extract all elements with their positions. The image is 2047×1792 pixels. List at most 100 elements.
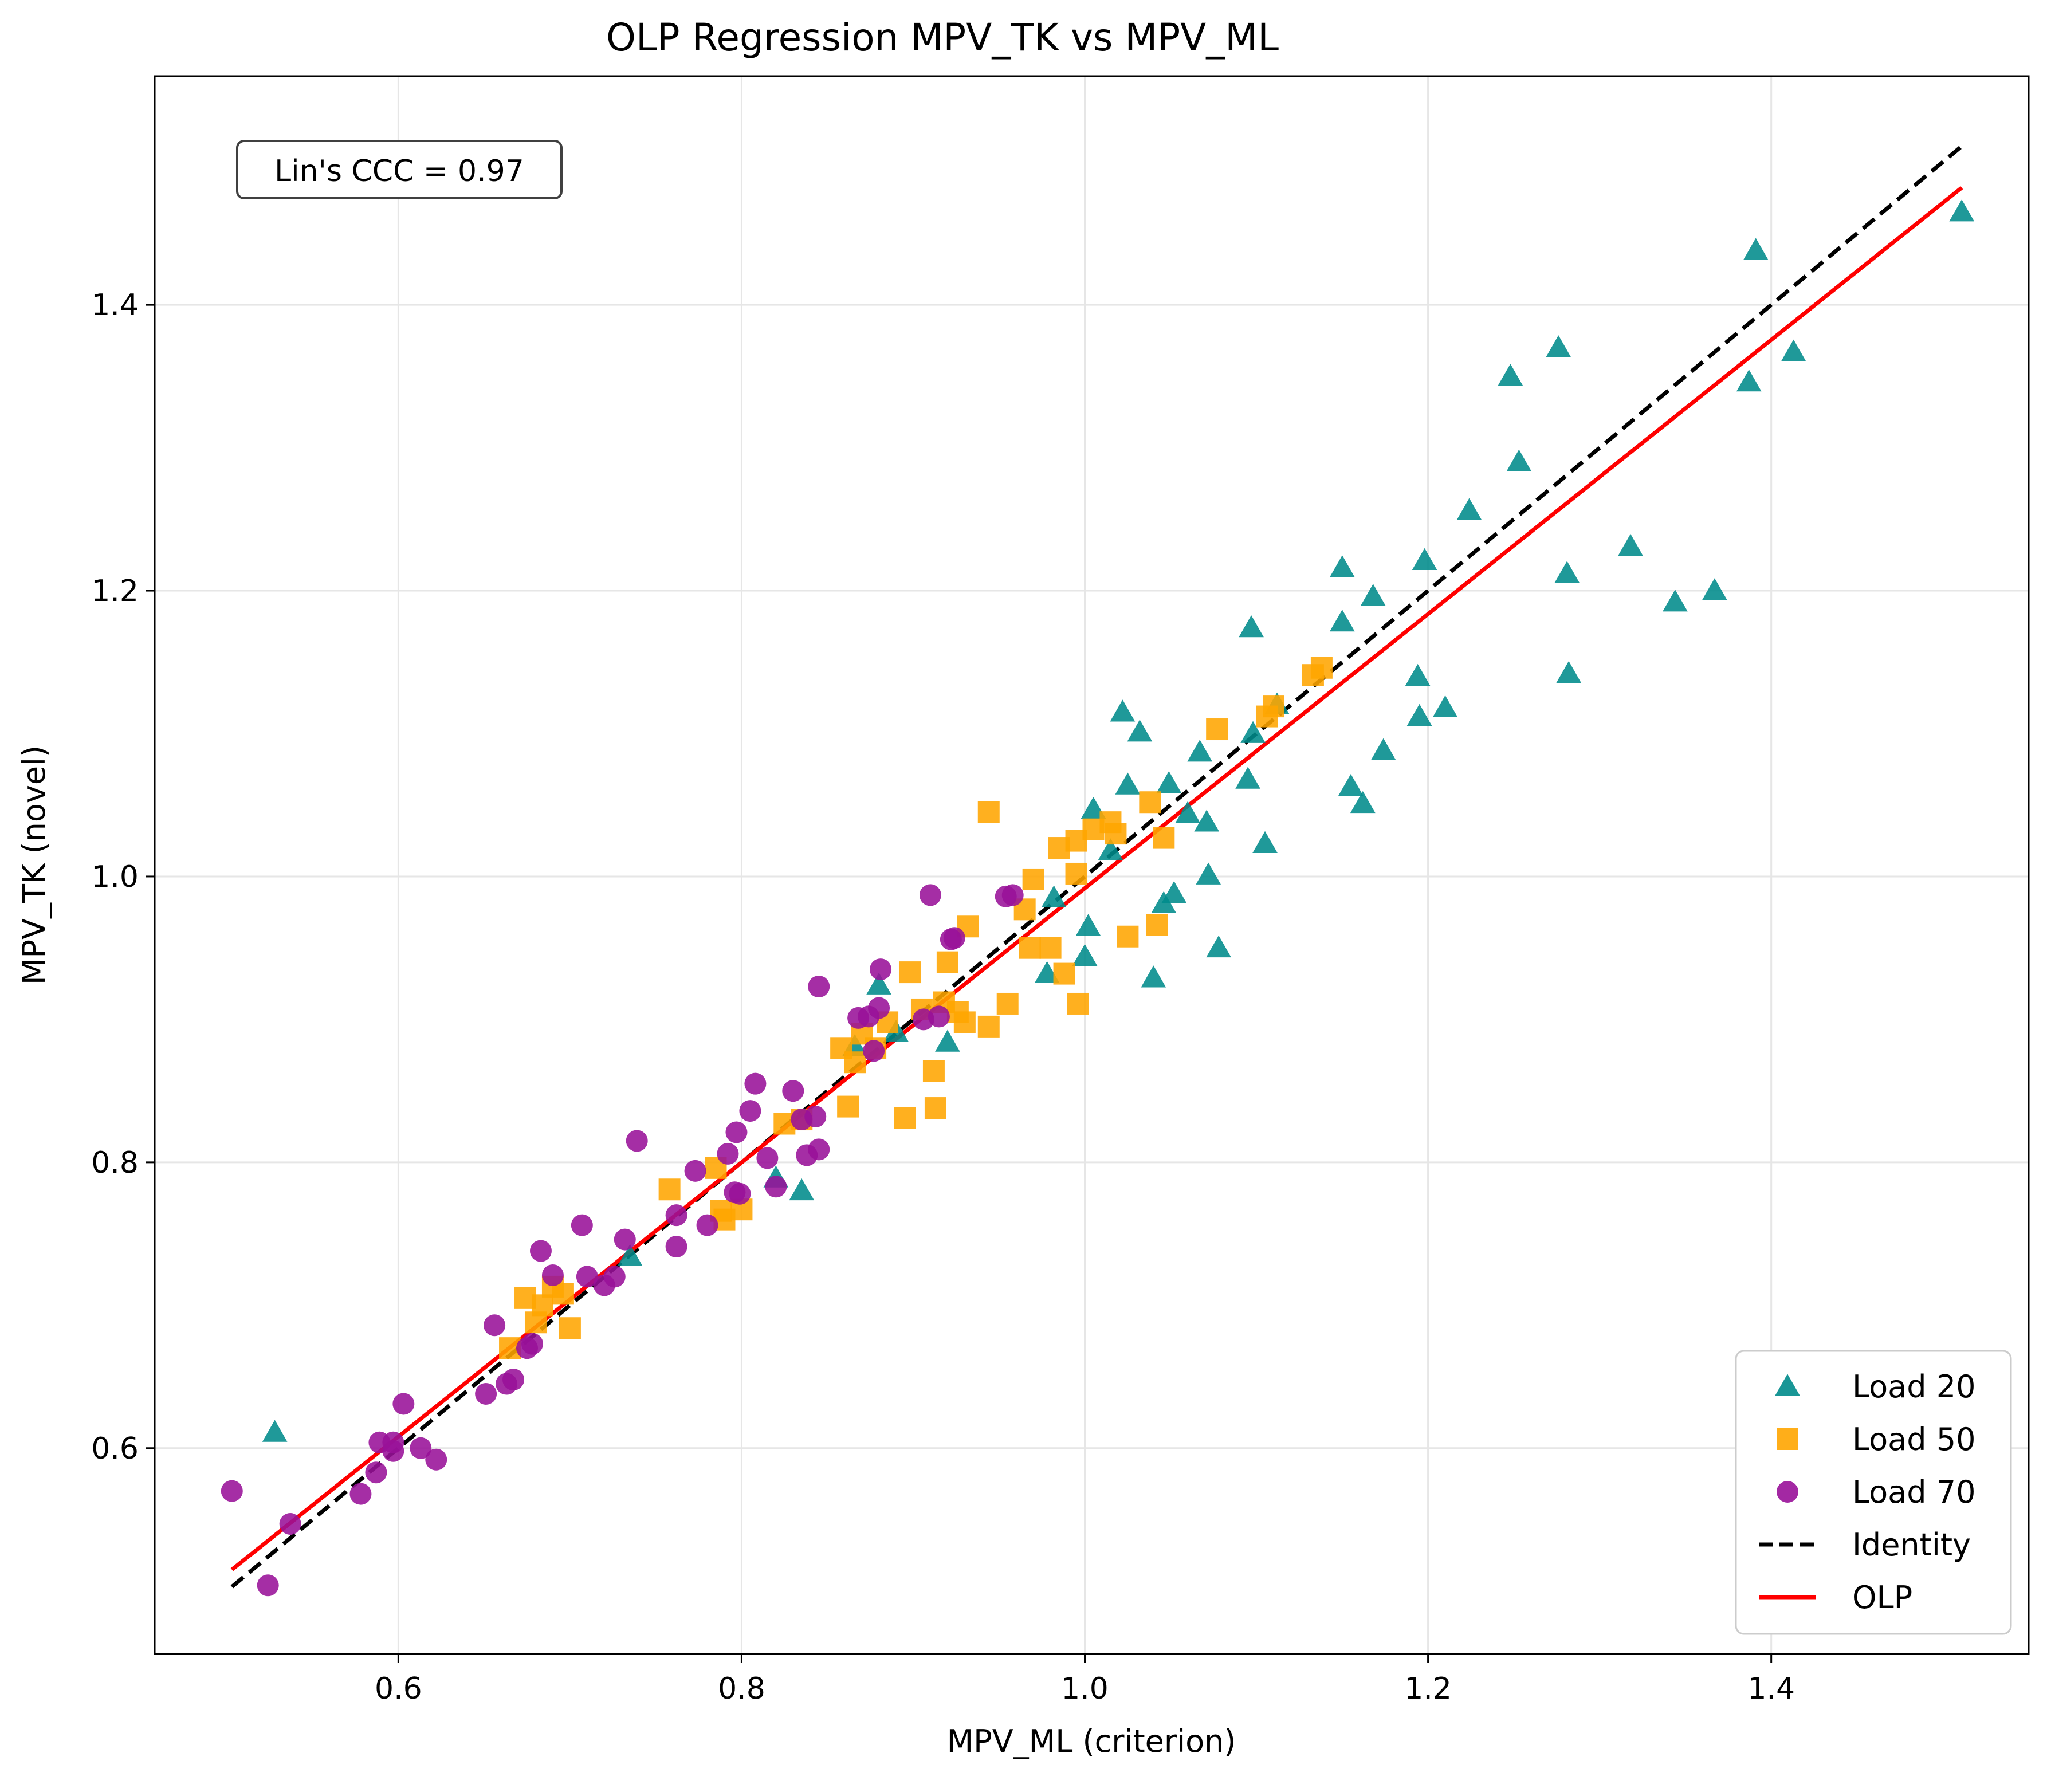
y-tick-label: 1.2 (91, 574, 139, 608)
load-70-point (614, 1228, 636, 1251)
load-20-point (1350, 791, 1376, 814)
load-20-point (1196, 862, 1221, 885)
legend-marker-load-70 (1777, 1481, 1798, 1503)
y-tick-label: 0.6 (91, 1432, 139, 1466)
y-tick-label: 1.0 (91, 860, 139, 894)
load-50-point (924, 1097, 946, 1119)
load-70-point (756, 1147, 779, 1169)
load-70-point (521, 1333, 543, 1355)
load-50-point (936, 951, 958, 973)
load-50-point (1105, 823, 1127, 845)
load-20-point (1406, 704, 1432, 726)
load-50-point (1065, 862, 1087, 885)
x-tick-label: 1.4 (1747, 1672, 1795, 1706)
load-20-point (1075, 914, 1101, 936)
load-50-point (977, 801, 1000, 823)
load-20-point (1161, 881, 1187, 903)
load-20-point (1546, 335, 1571, 357)
load-50-point (1022, 868, 1044, 890)
load-20-point (1252, 831, 1278, 853)
load-20-point (1456, 498, 1482, 520)
load-20-point (1618, 533, 1643, 556)
load-70-point (529, 1240, 552, 1262)
load-70-point (221, 1480, 243, 1502)
load-70-point (626, 1130, 648, 1152)
load-70-point (808, 1138, 830, 1161)
load-50-point (898, 961, 921, 984)
load-20-point (1329, 610, 1355, 632)
load-70-point (782, 1080, 804, 1102)
load-70-point (541, 1264, 564, 1286)
load-70-point (665, 1204, 687, 1227)
load-70-point (808, 976, 830, 998)
load-50-point (1067, 992, 1089, 1015)
load-70-point (739, 1100, 761, 1122)
load-50-point (922, 1060, 945, 1082)
legend-label-identity: Identity (1852, 1527, 1971, 1563)
load-70-point (257, 1574, 279, 1597)
load-70-point (725, 1121, 748, 1143)
load-50-point (658, 1178, 681, 1201)
x-tick-label: 0.8 (718, 1672, 765, 1706)
load-20-point (1141, 965, 1166, 988)
legend: Load 20 Load 50 Load 70 Identity OLP (1735, 1350, 2012, 1635)
load-50-point (977, 1015, 1000, 1038)
load-50-point (1117, 925, 1139, 948)
load-70-point (475, 1382, 497, 1405)
load-20-point (1034, 961, 1060, 983)
load-20-point (1949, 199, 1975, 222)
load-50-point (837, 1095, 859, 1118)
load-70-point (410, 1437, 432, 1459)
load-20-point (1187, 740, 1213, 762)
load-70-point (696, 1214, 718, 1236)
load-50-point (996, 992, 1019, 1015)
load-70-point (684, 1160, 706, 1182)
load-70-point (804, 1106, 827, 1128)
load-20-point (1405, 663, 1431, 686)
load-20-point (1041, 885, 1067, 907)
load-20-point (1663, 590, 1688, 612)
annotation-box: Lin's CCC = 0.97 (236, 140, 563, 199)
x-tick-label: 1.2 (1404, 1672, 1452, 1706)
load-50-point (1039, 937, 1062, 959)
chart-title: OLP Regression MPV_TK vs MPV_ML (606, 15, 1279, 60)
load-70-point (502, 1369, 525, 1391)
load-70-point (425, 1448, 447, 1471)
load-70-point (1001, 884, 1024, 906)
load-50-point (531, 1294, 553, 1317)
load-20-point (866, 972, 891, 995)
load-70-point (729, 1182, 751, 1205)
load-20-point (1098, 838, 1123, 860)
load-70-point (870, 958, 892, 981)
point-layer (221, 199, 1975, 1597)
annotation-frame (236, 140, 563, 199)
load-20-point (1432, 695, 1458, 717)
load-20-point (1194, 809, 1220, 832)
load-50-point (1206, 718, 1228, 741)
load-70-point (665, 1236, 687, 1258)
load-20-point (1338, 773, 1364, 796)
load-50-point (1310, 657, 1333, 679)
load-70-point (717, 1142, 739, 1165)
load-50-point (844, 1051, 866, 1074)
load-50-point (893, 1107, 916, 1129)
load-20-point (1115, 772, 1141, 795)
load-20-point (1206, 935, 1232, 958)
load-70-point (765, 1176, 787, 1198)
load-20-point (1556, 661, 1582, 683)
load-20-point (1081, 796, 1106, 819)
load-70-point (928, 1005, 950, 1028)
load-70-point (603, 1266, 626, 1288)
y-tick-label: 0.8 (91, 1146, 139, 1180)
load-20-point (1239, 615, 1264, 638)
load-70-point (382, 1431, 404, 1453)
x-tick-label: 1.0 (1061, 1672, 1109, 1706)
load-70-point (571, 1214, 593, 1236)
load-20-point (1736, 369, 1762, 392)
load-70-point (744, 1072, 767, 1095)
load-70-point (868, 997, 890, 1019)
legend-frame (1735, 1350, 2012, 1635)
load-20-point (617, 1244, 643, 1266)
